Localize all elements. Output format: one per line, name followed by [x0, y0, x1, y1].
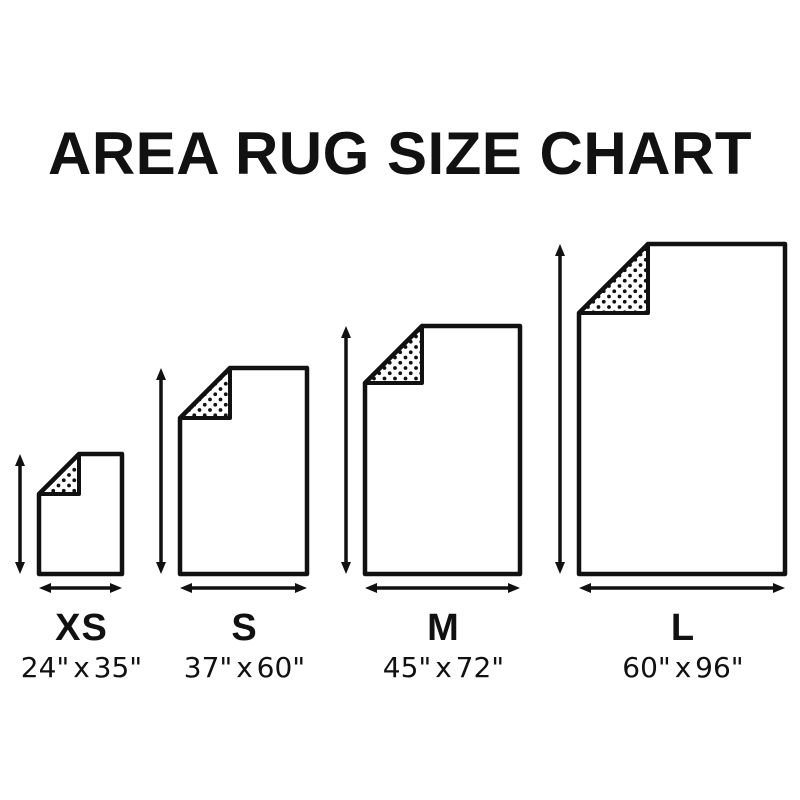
dimensions-label: 60" x 96"	[622, 651, 744, 684]
rug-illustration	[15, 451, 125, 593]
folded-corner	[37, 452, 81, 496]
rug-illustration	[341, 323, 523, 593]
rug-figure-s: S 37" x 60"	[144, 365, 313, 683]
width-arrow-icon	[39, 583, 122, 593]
rug-illustration	[555, 241, 788, 593]
width-arrow-icon	[180, 583, 307, 593]
size-label: L	[670, 607, 696, 649]
folded-corner	[178, 366, 232, 420]
dimensions-label: 45" x 72"	[382, 651, 505, 684]
rug-figure-l: L 60" x 96"	[543, 241, 791, 683]
page-title: AREA RUG SIZE CHART	[48, 120, 752, 187]
size-label: S	[231, 607, 258, 649]
rug-illustration	[156, 365, 310, 593]
width-arrow-icon	[365, 583, 520, 593]
rug-labels: M 45" x 72"	[345, 607, 542, 683]
size-label: M	[427, 607, 460, 649]
rug-labels: XS 24" x 35"	[19, 607, 144, 683]
dimensions-label: 37" x 60"	[183, 651, 306, 684]
rug-labels: S 37" x 60"	[160, 607, 329, 683]
folded-corner	[363, 324, 424, 385]
height-arrow-icon	[555, 244, 565, 574]
dimensions-label: 24" x 35"	[20, 651, 143, 684]
rug-figure-m: M 45" x 72"	[329, 323, 526, 683]
size-label: XS	[55, 607, 108, 649]
height-arrow-icon	[15, 454, 25, 574]
rug-figure-xs: XS 24" x 35"	[3, 451, 142, 683]
height-arrow-icon	[156, 368, 166, 574]
width-arrow-icon	[579, 583, 785, 593]
rug-labels: L 60" x 96"	[559, 607, 800, 683]
folded-corner	[577, 242, 650, 315]
height-arrow-icon	[341, 326, 351, 574]
